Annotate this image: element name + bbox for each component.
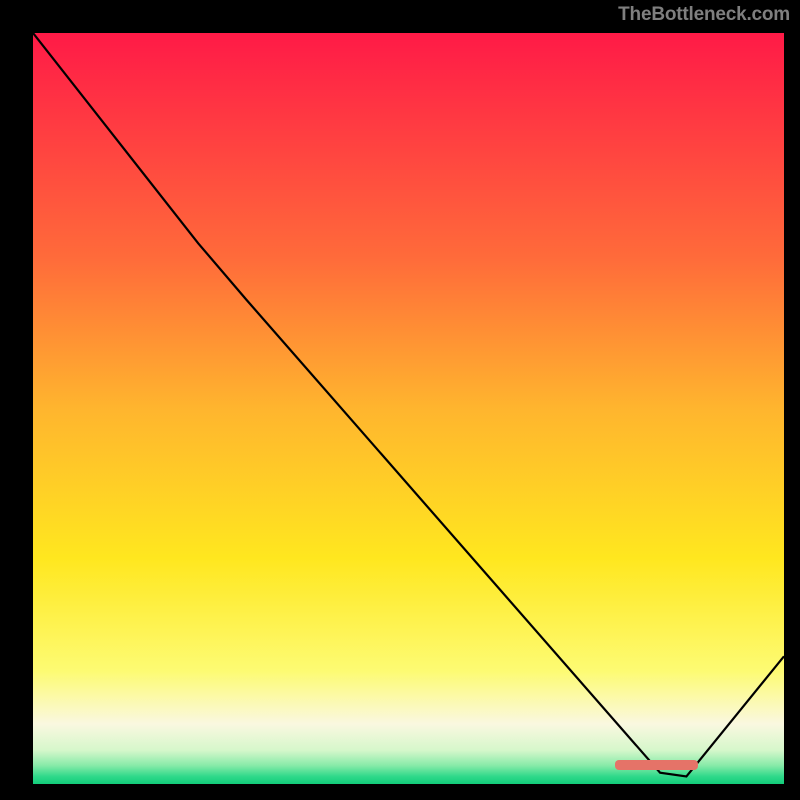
plot-area: [33, 33, 784, 784]
bottleneck-chart: [33, 33, 784, 784]
chart-container: TheBottleneck.com: [0, 0, 800, 800]
watermark-text: TheBottleneck.com: [618, 4, 790, 26]
gradient-background: [33, 33, 784, 784]
optimal-range-marker: [615, 760, 698, 770]
